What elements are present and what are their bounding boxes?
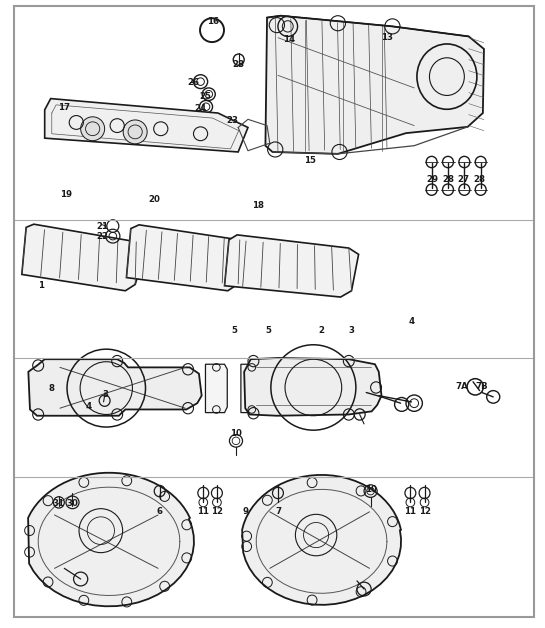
Text: 25: 25: [199, 92, 211, 100]
Text: 11: 11: [404, 507, 416, 516]
Text: 28: 28: [474, 175, 486, 184]
Text: 19: 19: [60, 190, 72, 199]
Text: 5: 5: [266, 327, 271, 335]
Text: 16: 16: [207, 18, 219, 26]
Text: 4: 4: [408, 317, 415, 326]
Text: 20: 20: [148, 195, 160, 204]
Text: 8: 8: [49, 384, 55, 392]
Text: 3: 3: [348, 327, 355, 335]
Text: 5: 5: [232, 327, 237, 335]
Polygon shape: [28, 359, 202, 416]
Text: 17: 17: [58, 103, 70, 112]
Text: 24: 24: [194, 104, 206, 112]
Text: 23: 23: [227, 116, 239, 125]
Ellipse shape: [81, 117, 105, 141]
Text: 10: 10: [230, 429, 242, 438]
Text: 14: 14: [283, 35, 295, 44]
Polygon shape: [241, 364, 263, 413]
Text: 7A: 7A: [456, 382, 469, 391]
Polygon shape: [242, 475, 401, 605]
Text: 10: 10: [365, 485, 377, 494]
Text: 7B: 7B: [475, 382, 488, 391]
Polygon shape: [265, 16, 484, 154]
Text: 21: 21: [96, 222, 108, 231]
Polygon shape: [22, 224, 146, 291]
Text: 12: 12: [419, 507, 431, 516]
Text: 7: 7: [275, 507, 281, 516]
Text: 30: 30: [66, 499, 78, 508]
Text: 22: 22: [96, 232, 108, 241]
Polygon shape: [225, 235, 359, 297]
Text: 15: 15: [304, 156, 316, 165]
Text: 18: 18: [252, 202, 264, 210]
Polygon shape: [205, 364, 227, 413]
Text: 6: 6: [156, 507, 163, 516]
Polygon shape: [28, 473, 194, 606]
Text: 13: 13: [381, 33, 393, 42]
Text: 3: 3: [102, 390, 108, 399]
Text: 2: 2: [318, 327, 325, 335]
Text: 27: 27: [458, 175, 470, 184]
Text: 31: 31: [52, 499, 64, 508]
Polygon shape: [244, 358, 382, 416]
Polygon shape: [126, 225, 248, 291]
Polygon shape: [45, 99, 248, 152]
Text: 9: 9: [242, 507, 249, 516]
Text: 29: 29: [426, 175, 438, 184]
Text: 12: 12: [211, 507, 223, 516]
Text: 11: 11: [197, 507, 209, 516]
Text: 26: 26: [187, 78, 199, 87]
Text: 1: 1: [38, 281, 44, 290]
Text: 28: 28: [442, 175, 454, 184]
Text: 28: 28: [233, 60, 245, 68]
Ellipse shape: [123, 120, 147, 144]
Text: 4: 4: [86, 403, 92, 411]
